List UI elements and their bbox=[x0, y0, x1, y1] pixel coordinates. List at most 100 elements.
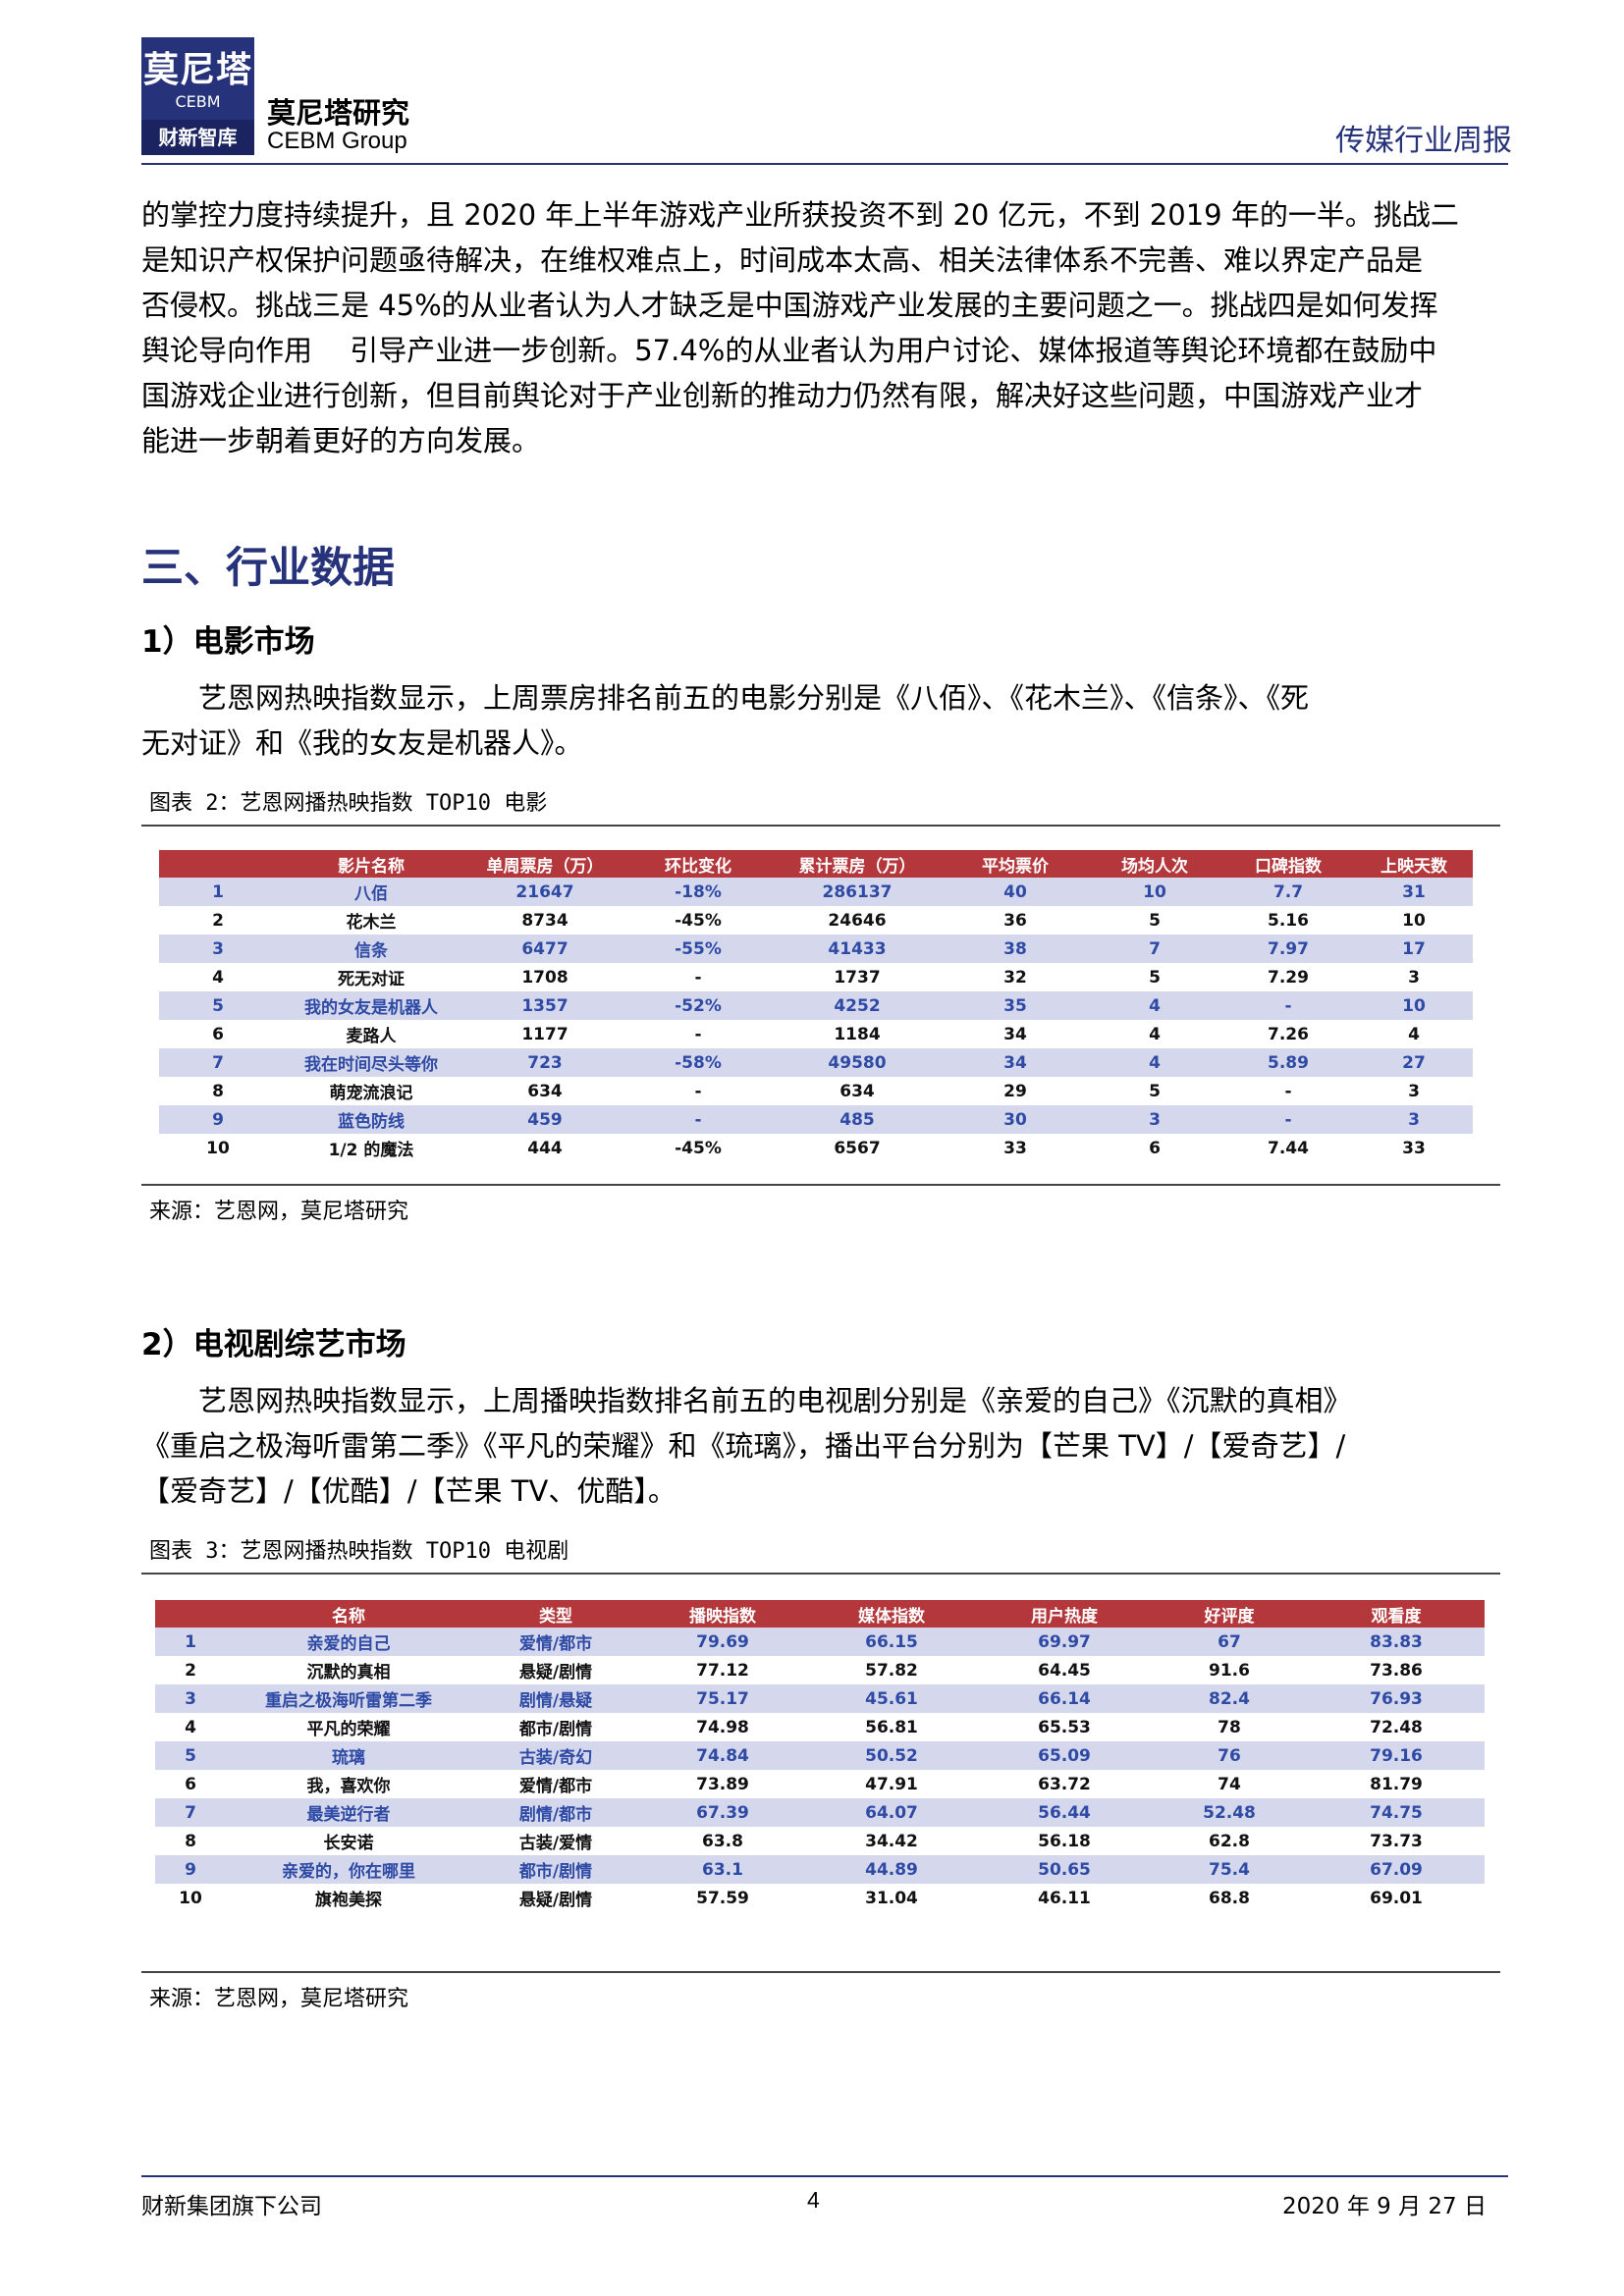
table-cell: 4 bbox=[1355, 1020, 1473, 1048]
table-cell: 79.69 bbox=[640, 1628, 805, 1656]
table-row: 8 萌宠流浪记 634-634 29 5-3 bbox=[159, 1077, 1473, 1105]
column-header bbox=[159, 850, 277, 878]
table-cell: 3 bbox=[1355, 1105, 1473, 1134]
text-line: 【爱奇艺】/【优酷】/【芒果 TV、优酷】。 bbox=[141, 1474, 677, 1508]
table-row: 2 花木兰 8734 -45% 24646 36 5 5.16 10 bbox=[159, 906, 1473, 934]
text-line: 是知识产权保护问题亟待解决，在维权难点上，时间成本太高、相关法律体系不完善、难以… bbox=[141, 243, 1424, 277]
table-cell: 3 bbox=[1088, 1105, 1221, 1134]
table-cell: 68.8 bbox=[1151, 1884, 1308, 1912]
table-cell: 最美逆行者 bbox=[226, 1798, 471, 1827]
table-cell: -45% bbox=[624, 1134, 772, 1162]
table-cell: 5 bbox=[1088, 963, 1221, 991]
table-cell: 8734 bbox=[465, 906, 624, 934]
table-cell: 40 bbox=[943, 878, 1088, 906]
table-cell: 7.26 bbox=[1221, 1020, 1355, 1048]
table-cell: 64.07 bbox=[805, 1798, 978, 1827]
table-cell: 7.29 bbox=[1221, 963, 1355, 991]
table-cell: 286137 bbox=[772, 878, 943, 906]
table-cell: 723 bbox=[465, 1048, 624, 1077]
table-cell: 634 bbox=[772, 1077, 943, 1105]
table-cell: 9 bbox=[155, 1855, 226, 1884]
table-cell: 64.45 bbox=[978, 1656, 1151, 1684]
table-cell: 41433 bbox=[772, 934, 943, 963]
table-cell: 剧情/悬疑 bbox=[471, 1684, 640, 1713]
table-cell: - bbox=[1221, 991, 1355, 1020]
table-cell: 34 bbox=[943, 1020, 1088, 1048]
logo-bar-text: 财新智库 bbox=[141, 120, 254, 155]
tv-table-header: 名称 类型 播映指数 媒体指数 用户热度 好评度 观看度 bbox=[155, 1600, 1485, 1628]
table-cell: 29 bbox=[943, 1077, 1088, 1105]
table-cell: 7.44 bbox=[1221, 1134, 1355, 1162]
table-cell: 459 bbox=[465, 1105, 624, 1134]
table-cell: 6567 bbox=[772, 1134, 943, 1162]
table-cell: 1708 bbox=[465, 963, 624, 991]
table-cell: 悬疑/剧情 bbox=[471, 1656, 640, 1684]
table-cell: 10 bbox=[1355, 991, 1473, 1020]
table-cell: 74.98 bbox=[640, 1713, 805, 1741]
table-cell: -55% bbox=[624, 934, 772, 963]
table-cell: 81.79 bbox=[1308, 1770, 1485, 1798]
table-cell: 重启之极海听雷第二季 bbox=[226, 1684, 471, 1713]
table-cell: 72.48 bbox=[1308, 1713, 1485, 1741]
text-line: 无对证》和《我的女友是机器人》。 bbox=[141, 726, 583, 760]
table-cell: 67 bbox=[1151, 1628, 1308, 1656]
table-cell: 亲爱的自己 bbox=[226, 1628, 471, 1656]
table-cell: 485 bbox=[772, 1105, 943, 1134]
tv-figure-title: 图表 3：艺恩网播热映指数 TOP10 电视剧 bbox=[149, 1539, 569, 1564]
table-cell: 蓝色防线 bbox=[277, 1105, 465, 1134]
table-cell: 5.16 bbox=[1221, 906, 1355, 934]
tv-paragraph: 艺恩网热映指数显示，上周播映指数排名前五的电视剧分别是《亲爱的自己》《沉默的真相… bbox=[141, 1378, 1496, 1514]
table-cell: 爱情/都市 bbox=[471, 1770, 640, 1798]
table-row: 1 亲爱的自己 爱情/都市 79.69 66.15 69.97 67 83.83 bbox=[155, 1628, 1485, 1656]
table-cell: - bbox=[624, 1077, 772, 1105]
column-header: 场均人次 bbox=[1088, 850, 1221, 878]
table-cell: - bbox=[1221, 1077, 1355, 1105]
table-cell: 56.44 bbox=[978, 1798, 1151, 1827]
logo-chinese-text: 莫尼塔 bbox=[142, 50, 252, 90]
table-cell: 都市/剧情 bbox=[471, 1855, 640, 1884]
table-cell: 9 bbox=[159, 1105, 277, 1134]
table-cell: 5.89 bbox=[1221, 1048, 1355, 1077]
table-cell: 1 bbox=[159, 878, 277, 906]
table-cell: 66.15 bbox=[805, 1628, 978, 1656]
table-cell: 10 bbox=[155, 1884, 226, 1912]
column-header: 用户热度 bbox=[978, 1600, 1151, 1628]
column-header: 好评度 bbox=[1151, 1600, 1308, 1628]
table-cell: 1177 bbox=[465, 1020, 624, 1048]
table-cell: 6477 bbox=[465, 934, 624, 963]
text-line: 国游戏企业进行创新，但目前舆论对于产业创新的推动力仍然有限，解决好这些问题，中国… bbox=[141, 379, 1424, 412]
table-cell: 73.89 bbox=[640, 1770, 805, 1798]
table-cell: 31 bbox=[1355, 878, 1473, 906]
table-cell: 65.09 bbox=[978, 1741, 1151, 1770]
table-cell: 79.16 bbox=[1308, 1741, 1485, 1770]
table-cell: 4 bbox=[1088, 991, 1221, 1020]
column-header: 影片名称 bbox=[277, 850, 465, 878]
table-cell: 65.53 bbox=[978, 1713, 1151, 1741]
table-cell: 1737 bbox=[772, 963, 943, 991]
table-cell: 56.81 bbox=[805, 1713, 978, 1741]
movie-table-header: 影片名称 单周票房（万） 环比变化 累计票房（万） 平均票价 场均人次 口碑指数 上映天数 bbox=[159, 850, 1473, 878]
table-cell: 旗袍美探 bbox=[226, 1884, 471, 1912]
table-cell: 67.39 bbox=[640, 1798, 805, 1827]
text-line: 否侵权。挑战三是 45%的从业者认为人才缺乏是中国游戏产业发展的主要问题之一。挑… bbox=[141, 289, 1438, 322]
table-cell: 33 bbox=[1355, 1134, 1473, 1162]
company-name-cn: 莫尼塔研究 bbox=[267, 96, 410, 130]
table-cell: 44.89 bbox=[805, 1855, 978, 1884]
column-header: 类型 bbox=[471, 1600, 640, 1628]
company-name-en: CEBM Group bbox=[267, 128, 407, 154]
table-cell: 7 bbox=[155, 1798, 226, 1827]
table-cell: 1/2 的魔法 bbox=[277, 1134, 465, 1162]
table-cell: 亲爱的，你在哪里 bbox=[226, 1855, 471, 1884]
table-row: 5 琉璃 古装/奇幻 74.84 50.52 65.09 76 79.16 bbox=[155, 1741, 1485, 1770]
table-cell: 沉默的真相 bbox=[226, 1656, 471, 1684]
table-row: 9 蓝色防线 459-485 30 3-3 bbox=[159, 1105, 1473, 1134]
table-cell: 57.82 bbox=[805, 1656, 978, 1684]
table-row: 8 长安诺 古装/爱情 63.8 34.42 56.18 62.8 73.73 bbox=[155, 1827, 1485, 1855]
table-cell: 6 bbox=[155, 1770, 226, 1798]
table-cell: 91.6 bbox=[1151, 1656, 1308, 1684]
table-cell: 69.01 bbox=[1308, 1884, 1485, 1912]
column-header: 环比变化 bbox=[624, 850, 772, 878]
table-row: 10 1/2 的魔法 444 -45% 6567 33 6 7.44 33 bbox=[159, 1134, 1473, 1162]
table-cell: 5 bbox=[159, 991, 277, 1020]
table-cell: 5 bbox=[1088, 906, 1221, 934]
